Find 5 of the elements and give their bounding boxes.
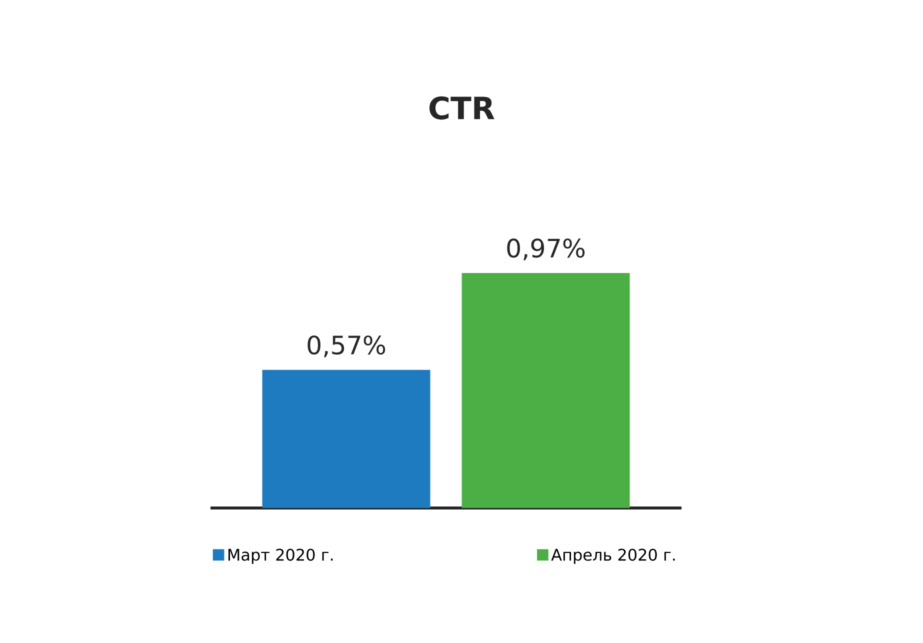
legend-label: Март 2020 г.: [228, 548, 333, 564]
legend-label: Апрель 2020 г.: [551, 548, 675, 564]
data-label: 0,57%: [308, 335, 386, 358]
chart-title: CTR: [430, 96, 494, 120]
data-label: 0,97%: [507, 238, 585, 260]
